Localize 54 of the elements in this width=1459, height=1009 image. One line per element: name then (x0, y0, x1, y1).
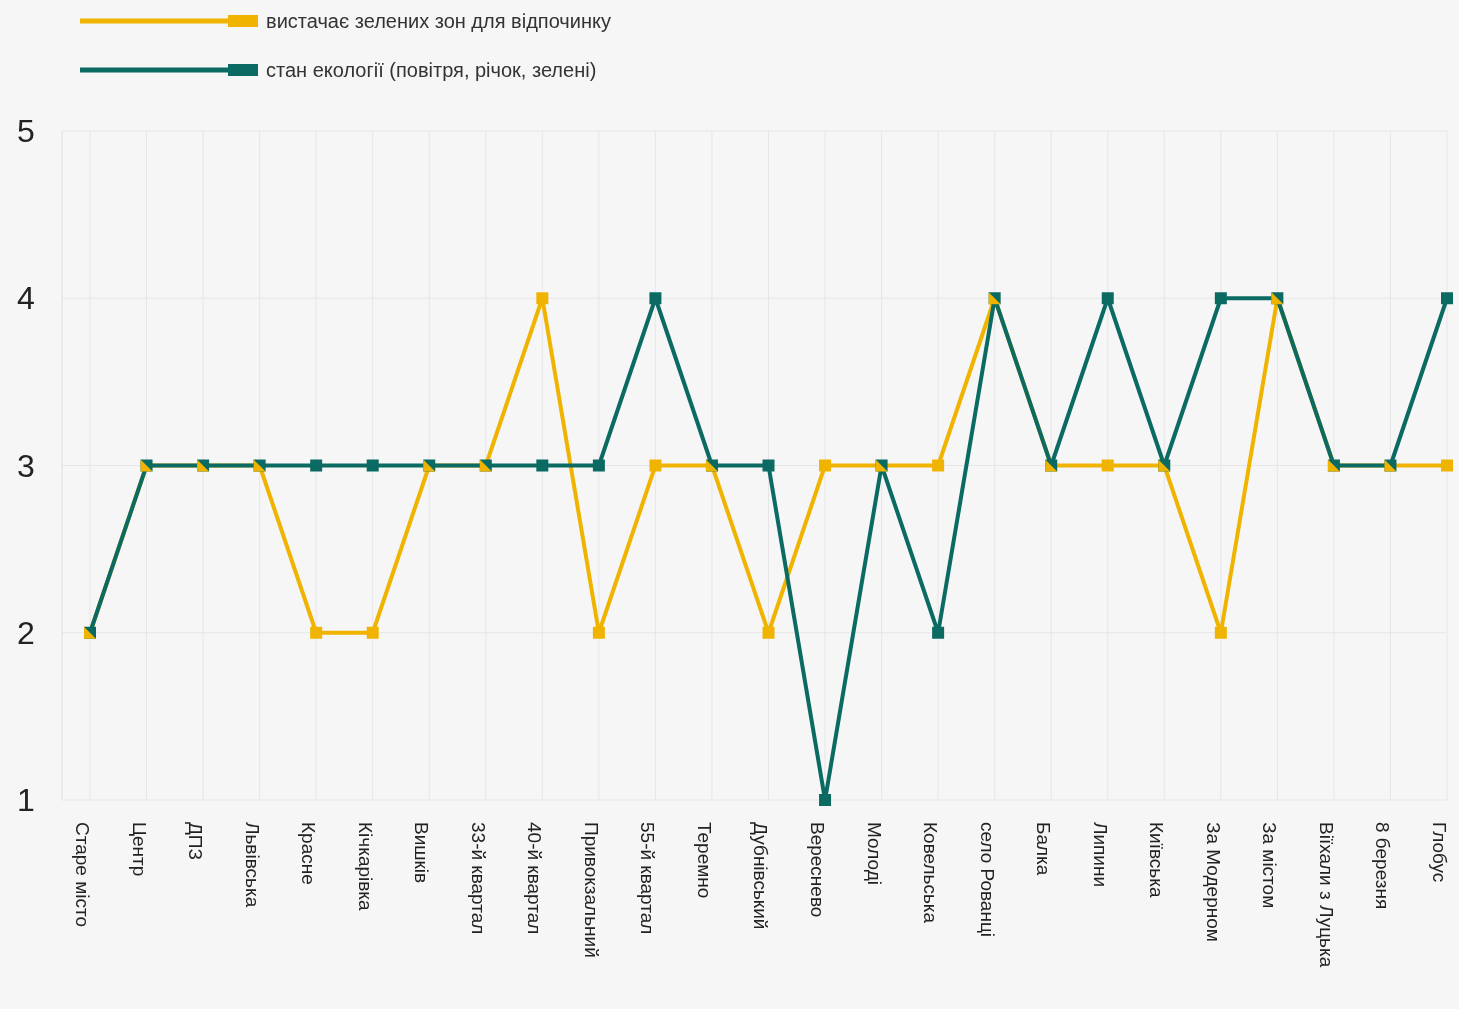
point (366, 626, 379, 639)
x-tick-label: село Рованці (976, 822, 998, 938)
point (819, 459, 832, 472)
legend-label: стан екології (повітря, річок, зелені) (266, 59, 597, 81)
x-tick-label: Глобус (1428, 822, 1450, 883)
point (649, 459, 662, 472)
point (819, 794, 832, 806)
point (1441, 292, 1453, 305)
x-tick-label: 33-й квартал (467, 822, 489, 935)
point (592, 459, 605, 472)
x-tick-label: Привокзальний (580, 822, 602, 958)
point (762, 626, 775, 639)
point (1214, 626, 1227, 639)
x-tick-label: Красне (298, 822, 320, 885)
x-tick-label: Центр (128, 822, 150, 877)
x-tick-label: Вишків (411, 822, 433, 884)
x-tick-label: 55-й квартал (637, 822, 659, 935)
point (1101, 459, 1114, 472)
x-tick-label: 8 березня (1372, 822, 1394, 910)
x-tick-label: 40-й квартал (524, 822, 546, 935)
y-tick-label: 4 (17, 280, 35, 317)
point (762, 459, 775, 472)
x-tick-label: Старе місто (71, 822, 93, 928)
y-tick-label: 5 (17, 113, 35, 150)
x-tick-label: Балка (1033, 822, 1055, 876)
x-tick-label: Теремно (693, 822, 715, 899)
x-tick-label: Львівська (241, 822, 263, 908)
x-tick-label: Вереснево (807, 822, 829, 918)
point (932, 459, 945, 472)
x-tick-label: За Модерном (1202, 822, 1224, 942)
x-tick-label: За містом (1259, 822, 1281, 909)
point (1214, 292, 1227, 305)
point (536, 459, 549, 472)
x-tick-label: Віїхали з Луцька (1315, 822, 1337, 968)
x-tick-label: Кічкарівка (354, 822, 376, 912)
point (1101, 292, 1114, 305)
y-tick-label: 1 (17, 782, 35, 819)
point (1441, 459, 1453, 472)
x-tick-label: Молоді (863, 822, 885, 885)
point (536, 292, 549, 305)
point (932, 626, 945, 639)
point (366, 459, 379, 472)
x-tick-label: Ковельська (920, 822, 942, 924)
legend-label: вистачає зелених зон для відпочинку (266, 10, 611, 32)
x-tick-label: Липини (1089, 822, 1111, 888)
point (649, 292, 662, 305)
point (310, 459, 323, 472)
x-tick-label: Київська (1146, 822, 1168, 898)
point (592, 626, 605, 639)
y-tick-label: 2 (17, 614, 35, 651)
x-tick-label: Дубнівський (750, 822, 772, 930)
point (310, 626, 323, 639)
y-tick-label: 3 (17, 447, 35, 484)
x-tick-label: ДПЗ (185, 822, 207, 860)
